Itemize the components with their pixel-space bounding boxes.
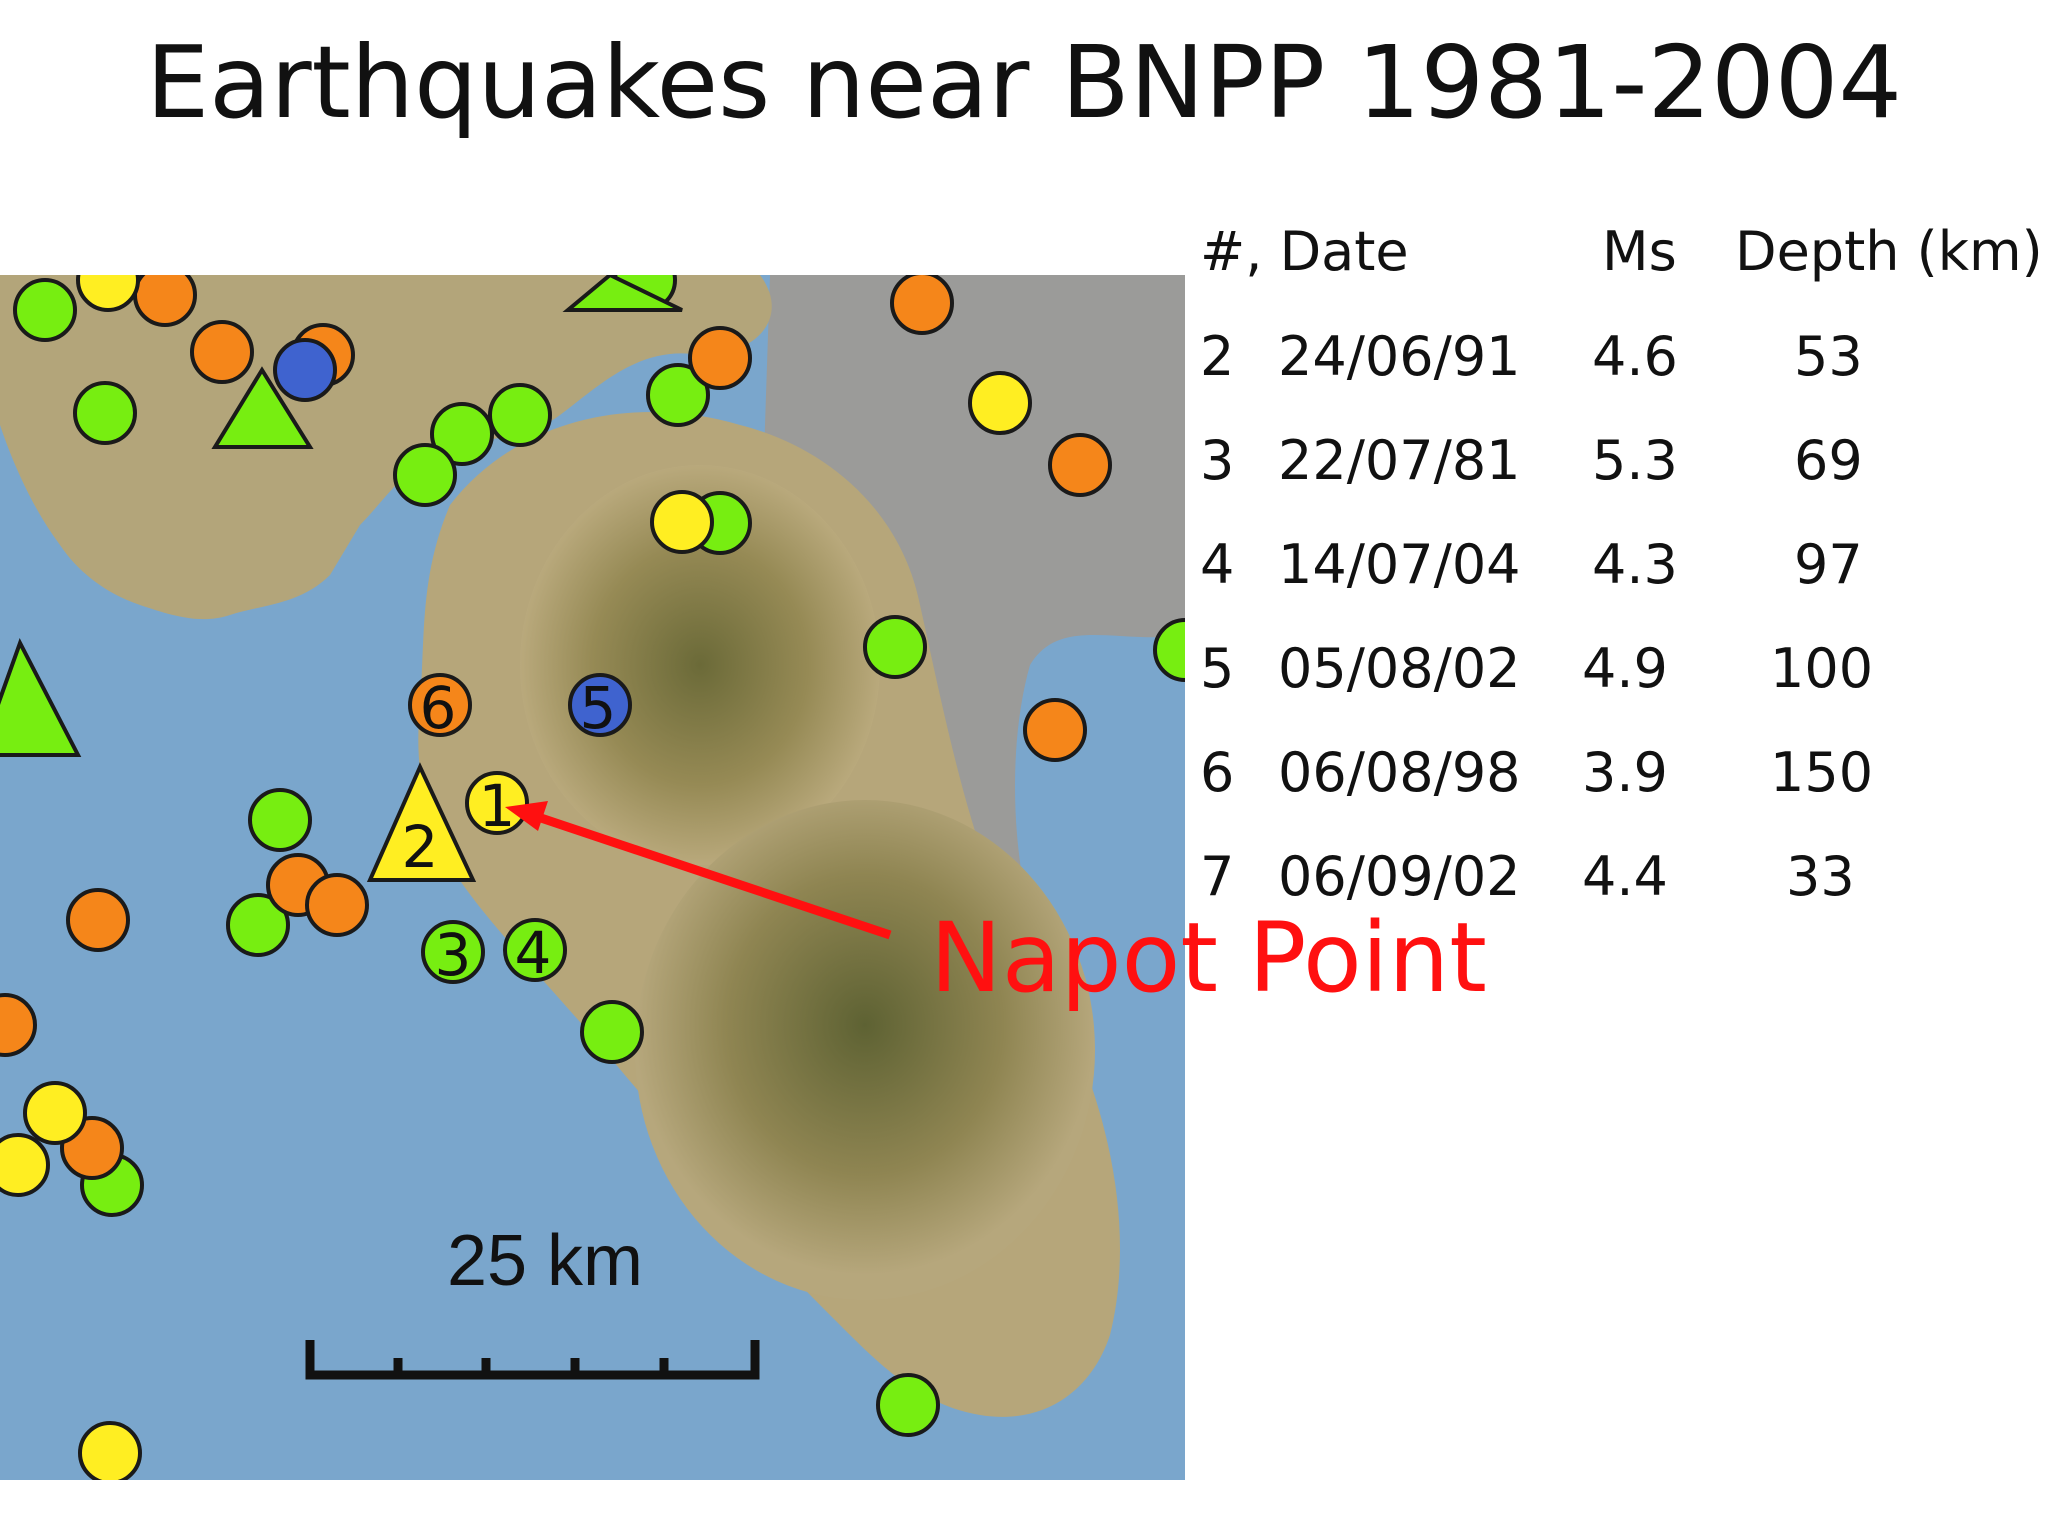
cell-num: 4	[1200, 533, 1235, 596]
quake-marker-orange	[1023, 698, 1087, 762]
cell-num: 3	[1200, 429, 1235, 492]
numbered-markers: 6 5 1 2 3 4	[366, 673, 632, 989]
quake-marker-green	[73, 381, 137, 445]
quake-marker-yellow	[968, 371, 1032, 435]
quake-marker-green	[580, 1000, 644, 1064]
quake-marker-green	[488, 383, 552, 447]
cell-num: 6	[1200, 741, 1235, 804]
cell-date: 24/06/91	[1278, 325, 1521, 388]
cell-date: 22/07/81	[1278, 429, 1521, 492]
napot-point-label: Napot Point	[930, 902, 1487, 1014]
quake-marker-green	[863, 615, 927, 679]
quake-marker-orange	[133, 275, 197, 327]
quake-marker-orange	[890, 275, 954, 335]
yellow-markers	[0, 275, 1032, 1480]
quake-marker-1	[465, 771, 529, 835]
quake-marker-yellow	[23, 1081, 87, 1145]
volcano-south	[635, 800, 1095, 1300]
cell-date: 06/09/02	[1278, 845, 1521, 908]
marker-label-3: 3	[435, 921, 472, 989]
volcano-north	[520, 465, 880, 865]
cell-ms: 5.3	[1592, 429, 1678, 492]
quake-marker-4	[503, 918, 567, 982]
cell-ms: 3.9	[1582, 741, 1668, 804]
triangle-marker-green	[211, 366, 314, 449]
cell-depth: 53	[1794, 325, 1863, 388]
quake-marker-yellow	[650, 490, 714, 554]
napot-arrow	[505, 801, 892, 940]
quake-marker-yellow	[76, 275, 140, 312]
marker-label-2: 2	[402, 813, 439, 881]
cell-ms: 4.4	[1582, 845, 1668, 908]
triangle-marker-2	[366, 762, 477, 882]
header-ms: Ms	[1602, 220, 1677, 283]
cell-num: 2	[1200, 325, 1235, 388]
earthquake-map: 6 5 1 2 3 4 25 km	[0, 275, 1185, 1480]
cell-ms: 4.9	[1582, 637, 1668, 700]
cell-ms: 4.3	[1592, 533, 1678, 596]
quake-marker-green	[646, 363, 710, 427]
arrow-head	[505, 801, 548, 831]
cell-num: 5	[1200, 637, 1235, 700]
quake-marker-blue	[273, 338, 337, 402]
quake-marker-green	[226, 893, 290, 957]
quake-marker-6	[408, 673, 472, 737]
quake-marker-orange	[688, 326, 752, 390]
cell-depth: 150	[1770, 741, 1874, 804]
cell-depth: 33	[1786, 845, 1855, 908]
quake-marker-yellow	[0, 1133, 50, 1197]
quake-marker-orange	[305, 873, 369, 937]
quake-marker-green	[876, 1373, 940, 1437]
quake-marker-orange	[190, 320, 254, 384]
cell-depth: 100	[1770, 637, 1874, 700]
cell-date: 05/08/02	[1278, 637, 1521, 700]
quake-marker-orange	[0, 993, 37, 1057]
cell-ms: 4.6	[1592, 325, 1678, 388]
triangle-marker-green	[0, 637, 82, 757]
quake-marker-green	[13, 278, 77, 342]
marker-label-1: 1	[479, 772, 516, 840]
quake-marker-green	[248, 788, 312, 852]
quake-marker-5	[568, 673, 632, 737]
scale-label: 25 km	[447, 1221, 643, 1301]
marker-label-4: 4	[515, 919, 552, 987]
quake-marker-orange	[66, 888, 130, 952]
page-title: Earthquakes near BNPP 1981-2004	[145, 24, 1902, 141]
cell-date: 06/08/98	[1278, 741, 1521, 804]
quake-marker-3	[421, 920, 485, 984]
quake-marker-green	[393, 443, 457, 507]
header-depth: Depth (km)	[1735, 220, 2043, 283]
scale-bar: 25 km	[305, 1221, 760, 1380]
quake-marker-orange	[1048, 433, 1112, 497]
scale-line	[305, 1340, 760, 1380]
cell-depth: 69	[1794, 429, 1863, 492]
quake-marker-green	[1153, 618, 1185, 682]
green-markers	[13, 275, 1185, 1437]
quake-marker-yellow	[78, 1421, 142, 1480]
quake-marker-green	[430, 402, 494, 466]
cell-date: 14/07/04	[1278, 533, 1521, 596]
marker-label-6: 6	[420, 674, 457, 742]
triangle-marker-green	[562, 275, 683, 312]
header-num-date: #, Date	[1200, 220, 1409, 283]
cell-num: 7	[1200, 845, 1235, 908]
marker-label-5: 5	[580, 674, 617, 742]
cell-depth: 97	[1794, 533, 1863, 596]
